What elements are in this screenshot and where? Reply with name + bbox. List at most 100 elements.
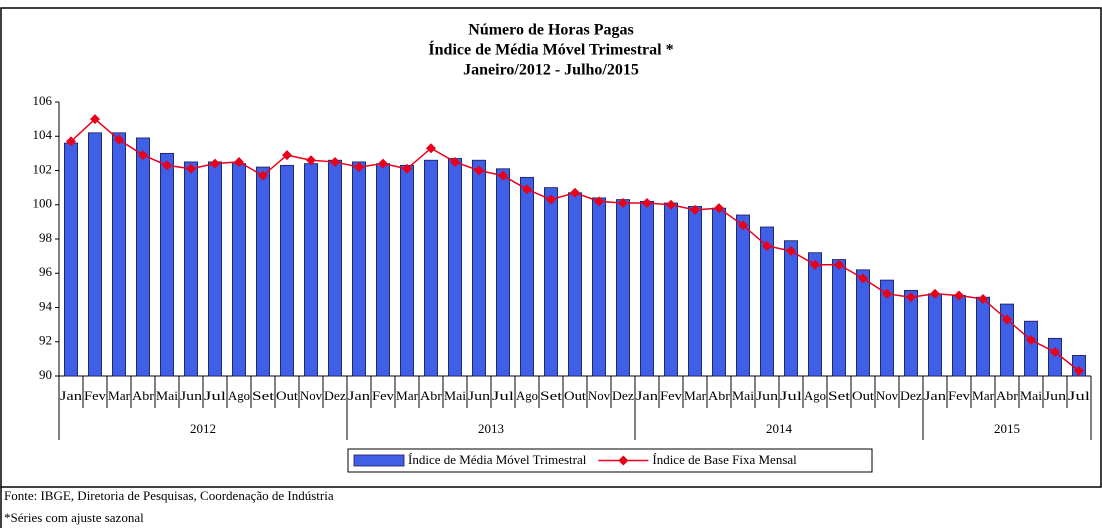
bar xyxy=(471,159,486,377)
x-tick-label: Jun xyxy=(756,388,779,403)
x-tick-label: Out xyxy=(564,388,586,403)
x-tick-label: Fev xyxy=(660,388,683,403)
x-tick-label: Dez xyxy=(900,388,922,403)
bar xyxy=(880,279,895,377)
line-marker xyxy=(354,162,364,173)
line-marker xyxy=(234,156,244,167)
line-marker xyxy=(786,245,796,256)
line-marker xyxy=(1002,314,1012,325)
x-tick-label: Abr xyxy=(420,388,443,403)
line-marker xyxy=(66,136,76,147)
bar xyxy=(904,289,919,377)
x-tick-label: Jul xyxy=(492,388,515,403)
x-tick-label: Ago xyxy=(516,388,538,403)
line-marker xyxy=(498,170,508,181)
bar xyxy=(1048,337,1063,377)
bar xyxy=(399,164,414,377)
line-marker xyxy=(810,259,820,270)
line-marker xyxy=(450,156,460,167)
source-note: Fonte: IBGE, Diretoria de Pesquisas, Coo… xyxy=(4,488,334,503)
bar xyxy=(784,240,799,377)
line-marker xyxy=(690,204,700,215)
line-marker xyxy=(714,203,724,214)
y-tick-label: 102 xyxy=(33,161,53,176)
bar xyxy=(928,293,943,377)
bar xyxy=(447,158,462,377)
line-marker xyxy=(546,194,556,205)
legend-swatch xyxy=(353,454,405,467)
bar xyxy=(495,168,510,377)
line-marker xyxy=(330,156,340,167)
line-marker xyxy=(1026,335,1036,346)
y-tick-label: 90 xyxy=(39,367,52,382)
line-marker xyxy=(378,158,388,169)
x-tick-label: Set xyxy=(252,388,274,403)
line-marker xyxy=(978,293,988,304)
x-tick-label: Nov xyxy=(300,388,322,403)
x-tick-label: Ago xyxy=(804,388,826,403)
y-tick-label: 104 xyxy=(33,127,53,142)
bar xyxy=(64,142,79,377)
bar xyxy=(760,226,775,377)
y-tick-label: 92 xyxy=(39,333,52,348)
x-tick-label: Nov xyxy=(588,388,610,403)
bar xyxy=(303,163,318,377)
line-marker xyxy=(570,187,580,198)
bar xyxy=(640,200,655,377)
y-tick-label: 96 xyxy=(39,264,53,279)
bar xyxy=(544,187,559,377)
bar xyxy=(112,132,127,377)
x-tick-label: Ago xyxy=(228,388,250,403)
x-tick-label: Jul xyxy=(780,388,803,403)
bar xyxy=(976,296,991,377)
x-tick-label: Mar xyxy=(684,388,707,403)
bar xyxy=(712,207,727,377)
x-tick-label: Fev xyxy=(372,388,395,403)
legend-box xyxy=(347,448,873,473)
bar xyxy=(856,269,871,377)
x-tick-label: Mar xyxy=(108,388,131,403)
legend-label: Índice de Base Fixa Mensal xyxy=(652,452,797,467)
x-tick-label: Jan xyxy=(924,388,947,403)
x-tick-label: Mai xyxy=(732,388,754,403)
chart-subtitle: Índice de Média Móvel Trimestral * xyxy=(428,40,673,59)
x-tick-label: Fev xyxy=(84,388,107,403)
bar xyxy=(135,137,150,377)
bar xyxy=(592,197,607,377)
x-tick-label: Jan xyxy=(348,388,371,403)
x-tick-label: Out xyxy=(852,388,874,403)
line-marker xyxy=(522,184,532,195)
x-tick-label: Mai xyxy=(444,388,466,403)
line-marker xyxy=(834,259,844,270)
chart-subtitle: Janeiro/2012 - Julho/2015 xyxy=(463,62,639,79)
line-marker xyxy=(402,163,412,174)
bar xyxy=(1024,320,1039,377)
line-marker xyxy=(1050,347,1060,358)
x-tick-label: Jun xyxy=(180,388,203,403)
x-tick-label: Jan xyxy=(60,388,83,403)
y-tick-label: 106 xyxy=(33,93,53,108)
line-marker xyxy=(762,240,772,251)
x-tick-label: Set xyxy=(828,388,850,403)
bar xyxy=(423,159,438,377)
y-tick-label: 98 xyxy=(39,230,52,245)
line-marker xyxy=(618,198,628,209)
line-marker xyxy=(210,158,220,169)
x-tick-label: Abr xyxy=(996,388,1019,403)
bar xyxy=(207,161,222,377)
line-marker xyxy=(138,150,148,161)
line-marker xyxy=(858,273,868,284)
bar xyxy=(664,202,679,377)
x-group-label: 2012 xyxy=(190,421,216,436)
x-tick-label: Mai xyxy=(1020,388,1042,403)
x-group-label: 2015 xyxy=(994,421,1020,436)
bar xyxy=(808,252,823,377)
x-tick-label: Abr xyxy=(132,388,155,403)
line-marker xyxy=(258,170,268,181)
bar xyxy=(520,176,535,377)
line-marker xyxy=(882,288,892,299)
line-marker xyxy=(282,150,292,161)
x-group-label: 2013 xyxy=(478,421,504,436)
line-marker xyxy=(642,198,652,209)
